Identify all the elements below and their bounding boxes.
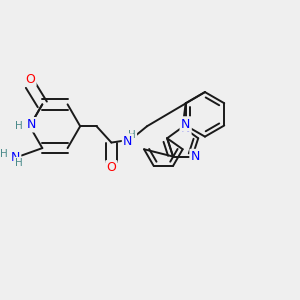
Text: N: N <box>11 151 20 164</box>
Text: O: O <box>106 161 116 174</box>
Text: H: H <box>15 158 22 168</box>
Text: H: H <box>14 121 22 131</box>
Text: N: N <box>26 118 36 131</box>
Text: N: N <box>190 150 200 163</box>
Text: H: H <box>128 130 136 140</box>
Text: N: N <box>181 122 190 135</box>
Text: N: N <box>181 118 190 130</box>
Text: H: H <box>0 149 8 159</box>
Text: N: N <box>123 135 132 148</box>
Text: O: O <box>26 73 35 85</box>
